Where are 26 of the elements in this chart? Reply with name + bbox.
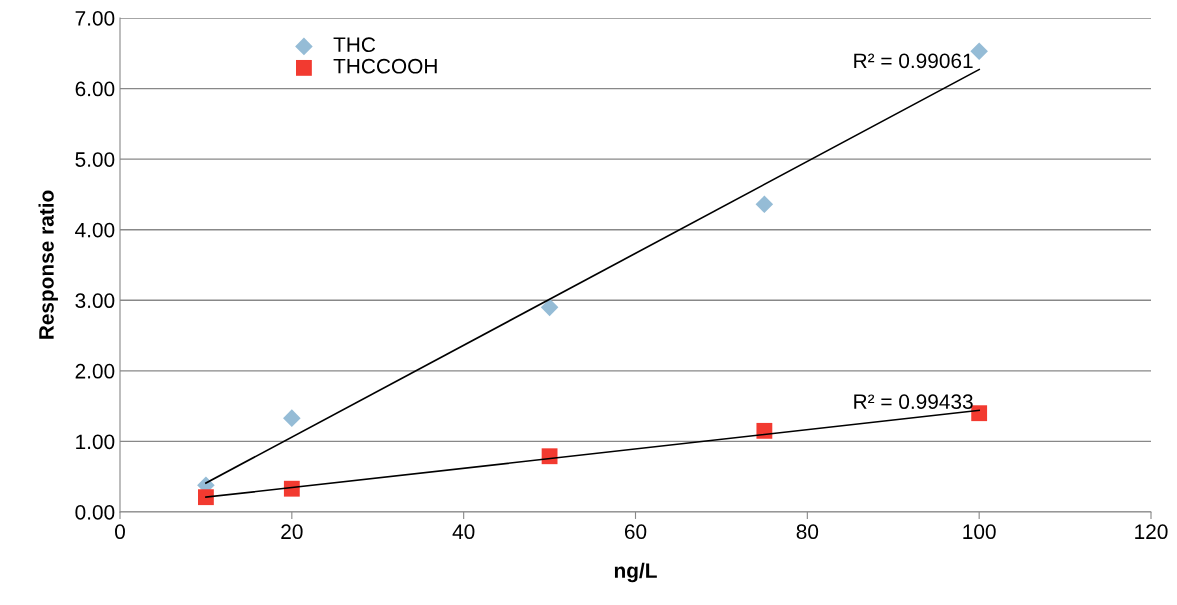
legend-label: THCCOOH	[333, 58, 437, 74]
y-tick-label: 2.00	[75, 363, 115, 379]
y-tick-label: 1.00	[76, 434, 115, 450]
y-tick-label: 5.00	[75, 152, 115, 167]
x-tick-label: 100	[963, 524, 996, 540]
x-tick-label: 60	[624, 524, 647, 540]
x-tick-label: 20	[281, 524, 303, 540]
point	[540, 298, 559, 317]
point	[198, 489, 214, 506]
y-axis-title: Response ratio	[38, 190, 58, 339]
x-tick-label: 80	[796, 524, 819, 540]
y-tick-label: 3.00	[75, 293, 115, 309]
x-tick-label: 120	[1135, 524, 1168, 540]
x-tick-label: 40	[452, 524, 475, 540]
x-tick-label: 0	[115, 524, 125, 540]
legend-label: THC	[333, 37, 376, 53]
point	[755, 195, 774, 214]
y-tick-label: 0.00	[75, 505, 115, 520]
point	[971, 405, 988, 422]
annotation: R² = 0.99433	[854, 394, 973, 410]
point	[283, 409, 301, 427]
x-axis-title: ng/L	[614, 562, 657, 583]
y-tick-label: 7.00	[75, 11, 115, 26]
annotation: R² = 0.99061	[854, 53, 973, 69]
y-tick-label: 6.00	[75, 81, 115, 97]
y-tick-label: 4.00	[75, 222, 115, 238]
